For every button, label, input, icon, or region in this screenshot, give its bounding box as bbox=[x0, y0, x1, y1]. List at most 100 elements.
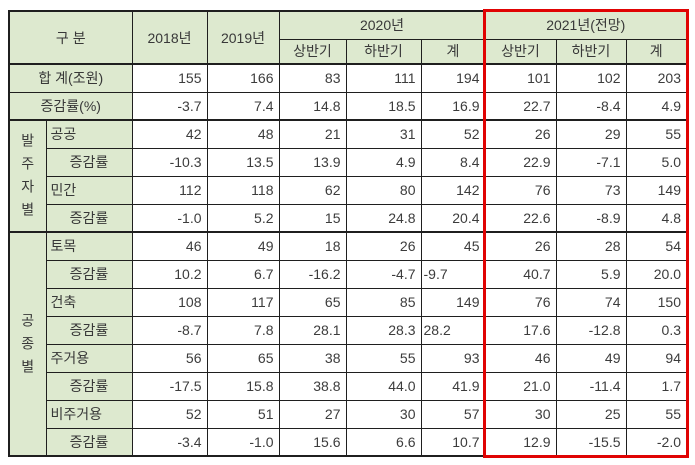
row-label: 증감률 bbox=[45, 315, 133, 345]
table-row: 발주자별 공공 42 48 21 31 52 26 29 55 bbox=[8, 119, 688, 233]
cell: 28 bbox=[555, 231, 627, 261]
row-label: 합 계(조원) bbox=[8, 63, 133, 93]
header-2021-h2: 하반기 bbox=[555, 38, 627, 65]
header-category: 구 분 bbox=[8, 10, 133, 65]
table-row: 증감률 -17.5 15.8 38.8 44.0 41.9 21.0 -11.4… bbox=[9, 371, 688, 401]
cell: 56 bbox=[131, 343, 208, 373]
cell: 203 bbox=[625, 63, 688, 93]
cell: 22.7 bbox=[484, 91, 557, 121]
table-row: 증감률 -8.7 7.8 28.1 28.3 28.2 17.6 -12.8 0… bbox=[9, 315, 688, 345]
cell: 52 bbox=[420, 119, 486, 149]
group-label-worktype: 공종별 bbox=[8, 231, 47, 457]
cell: 40.7 bbox=[484, 259, 557, 289]
table-row: 공종별 토목 46 49 18 26 45 26 28 54 bbox=[8, 231, 688, 457]
row-label: 주거용 bbox=[45, 343, 133, 373]
cell: 4.9 bbox=[345, 147, 422, 177]
cell: 38.8 bbox=[278, 371, 347, 401]
cell: 15 bbox=[278, 203, 347, 233]
cell: -4.7 bbox=[345, 259, 422, 289]
cell: 46 bbox=[131, 231, 208, 261]
cell: 5.2 bbox=[206, 203, 280, 233]
table-row: 증감률 -10.3 13.5 13.9 4.9 8.4 22.9 -7.1 5.… bbox=[9, 147, 688, 177]
cell: 38 bbox=[278, 343, 347, 373]
table-row: 민간 112 118 62 80 142 76 73 149 bbox=[9, 175, 688, 205]
cell: -1.0 bbox=[206, 427, 280, 457]
cell: 20.0 bbox=[625, 259, 688, 289]
table-row: 합 계(조원) 155 166 83 111 194 101 102 203 bbox=[8, 63, 688, 93]
cell: 27 bbox=[278, 399, 347, 429]
cell: 24.8 bbox=[345, 203, 422, 233]
cell: -15.5 bbox=[555, 427, 627, 457]
cell: 10.7 bbox=[420, 427, 486, 457]
header-2020-group: 2020년 bbox=[278, 10, 486, 40]
cell: 21 bbox=[278, 119, 347, 149]
cell: 46 bbox=[484, 343, 557, 373]
cell: 6.7 bbox=[206, 259, 280, 289]
table-row: 주거용 56 65 38 55 93 46 49 94 bbox=[9, 343, 688, 373]
cell: 21.0 bbox=[484, 371, 557, 401]
cell: 20.4 bbox=[420, 203, 486, 233]
cell: 26 bbox=[484, 119, 557, 149]
cell: -10.3 bbox=[131, 147, 208, 177]
cell: 54 bbox=[625, 231, 688, 261]
table-row: 증감률 10.2 6.7 -16.2 -4.7 -9.7 40.7 5.9 20… bbox=[9, 259, 688, 289]
row-label: 증감률 bbox=[45, 259, 133, 289]
cell: 12.9 bbox=[484, 427, 557, 457]
cell: 49 bbox=[206, 231, 280, 261]
header-2020-h1: 상반기 bbox=[278, 38, 347, 65]
cell: 166 bbox=[206, 63, 280, 93]
row-label: 민간 bbox=[45, 175, 133, 205]
cell: 26 bbox=[345, 231, 422, 261]
cell: 194 bbox=[420, 63, 486, 93]
cell: 93 bbox=[420, 343, 486, 373]
row-label: 증감률 bbox=[45, 147, 133, 177]
cell: 0.3 bbox=[625, 315, 688, 345]
cell: -8.7 bbox=[131, 315, 208, 345]
cell: 118 bbox=[206, 175, 280, 205]
cell: -8.4 bbox=[555, 91, 627, 121]
cell: 10.2 bbox=[131, 259, 208, 289]
cell: -17.5 bbox=[131, 371, 208, 401]
header-2021-group: 2021년(전망) bbox=[484, 10, 688, 40]
cell: 112 bbox=[131, 175, 208, 205]
cell: 65 bbox=[206, 343, 280, 373]
cell: 149 bbox=[625, 175, 688, 205]
cell: 26 bbox=[484, 231, 557, 261]
cell: 44.0 bbox=[345, 371, 422, 401]
cell: 28.3 bbox=[345, 315, 422, 345]
cell: -8.9 bbox=[555, 203, 627, 233]
cell: -12.8 bbox=[555, 315, 627, 345]
cell: 48 bbox=[206, 119, 280, 149]
cell: 22.6 bbox=[484, 203, 557, 233]
cell: 117 bbox=[206, 287, 280, 317]
cell: 57 bbox=[420, 399, 486, 429]
cell: 18.5 bbox=[345, 91, 422, 121]
cell: -3.4 bbox=[131, 427, 208, 457]
row-label: 토목 bbox=[45, 231, 133, 261]
table-row: 증감률 -3.4 -1.0 15.6 6.6 10.7 12.9 -15.5 -… bbox=[9, 427, 688, 457]
cell: 7.8 bbox=[206, 315, 280, 345]
cell: 142 bbox=[420, 175, 486, 205]
cell: 28.1 bbox=[278, 315, 347, 345]
cell: 4.9 bbox=[625, 91, 688, 121]
cell: 5.9 bbox=[555, 259, 627, 289]
cell: 102 bbox=[555, 63, 627, 93]
cell: 4.8 bbox=[625, 203, 688, 233]
cell: 30 bbox=[484, 399, 557, 429]
cell: 51 bbox=[206, 399, 280, 429]
row-label: 비주거용 bbox=[45, 399, 133, 429]
row-label: 공공 bbox=[45, 119, 133, 149]
group-label-orderer: 발주자별 bbox=[8, 119, 47, 233]
table-row: 건축 108 117 65 85 149 76 74 150 bbox=[9, 287, 688, 317]
cell: 45 bbox=[420, 231, 486, 261]
cell: 76 bbox=[484, 287, 557, 317]
cell: 30 bbox=[345, 399, 422, 429]
cell: 52 bbox=[131, 399, 208, 429]
cell: -11.4 bbox=[555, 371, 627, 401]
cell: 6.6 bbox=[345, 427, 422, 457]
header-2018: 2018년 bbox=[131, 10, 208, 65]
cell: 13.5 bbox=[206, 147, 280, 177]
cell: 62 bbox=[278, 175, 347, 205]
cell: 16.9 bbox=[420, 91, 486, 121]
cell: 55 bbox=[625, 119, 688, 149]
